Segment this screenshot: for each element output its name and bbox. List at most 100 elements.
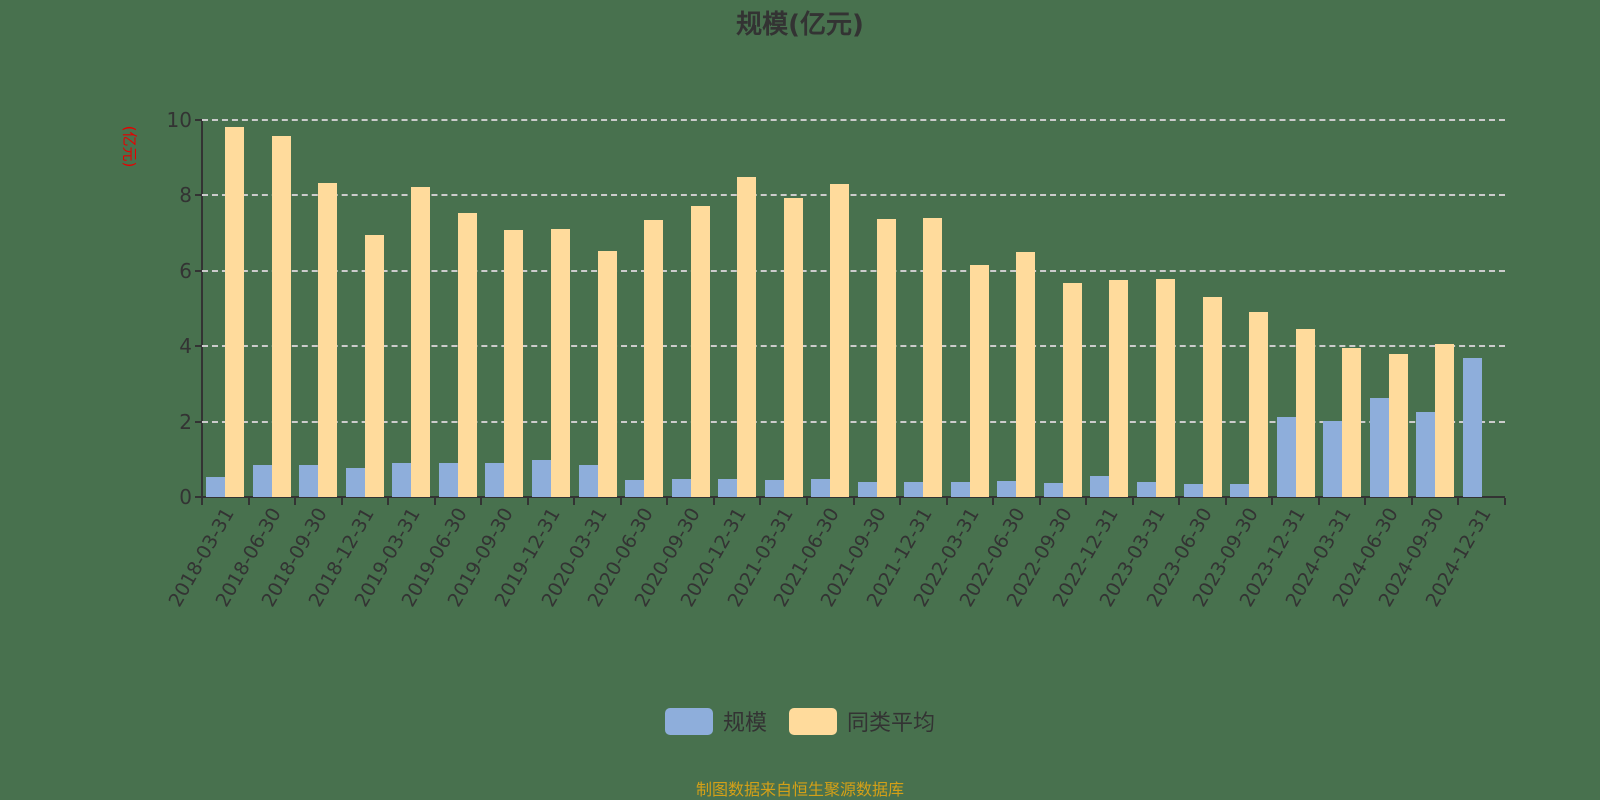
bar-scale[interactable]: [392, 463, 412, 497]
bar-peer-average[interactable]: [830, 184, 850, 497]
x-tick: [805, 498, 808, 505]
y-tick: [195, 345, 202, 348]
x-tick: [1271, 498, 1274, 505]
bar-peer-average[interactable]: [318, 182, 338, 497]
bar-peer-average[interactable]: [1342, 347, 1362, 497]
bar-scale[interactable]: [1090, 476, 1110, 497]
gridline: [202, 420, 1505, 423]
bar-scale[interactable]: [718, 479, 738, 497]
bar-scale[interactable]: [1323, 421, 1343, 497]
y-tick-label: 6: [179, 258, 192, 283]
bar-scale[interactable]: [345, 468, 365, 497]
bar-peer-average[interactable]: [411, 187, 431, 497]
y-tick: [195, 420, 202, 423]
bar-scale[interactable]: [485, 463, 505, 497]
bar-scale[interactable]: [811, 479, 831, 497]
bar-scale[interactable]: [1183, 484, 1203, 497]
x-tick: [1178, 498, 1181, 505]
x-tick: [992, 498, 995, 505]
bar-peer-average[interactable]: [690, 205, 710, 497]
bar-peer-average[interactable]: [1295, 328, 1315, 497]
bar-peer-average[interactable]: [644, 219, 664, 497]
x-tick: [1317, 498, 1320, 505]
bar-peer-average[interactable]: [1016, 251, 1036, 497]
x-tick: [387, 498, 390, 505]
y-tick: [195, 269, 202, 272]
x-tick: [480, 498, 483, 505]
y-tick: [195, 119, 202, 121]
bar-scale[interactable]: [1462, 357, 1482, 497]
x-axis-line: [202, 496, 1505, 498]
x-tick: [666, 498, 669, 505]
y-tick-label: 10: [166, 108, 192, 132]
plot-area: 0 2 4 6 8 10 2018-03-31 2018-06-30 2018-09-30 201…: [165, 108, 1506, 611]
x-tick: [573, 498, 576, 505]
bar-peer-average[interactable]: [923, 217, 943, 497]
bar-scale[interactable]: [1369, 398, 1389, 497]
y-tick-label: 2: [179, 409, 192, 434]
bar-scale[interactable]: [997, 481, 1017, 497]
legend: 规模 同类平均: [0, 705, 1600, 737]
x-tick: [852, 498, 855, 505]
bar-scale[interactable]: [1043, 483, 1063, 497]
x-tick: [1364, 498, 1367, 505]
bar-scale[interactable]: [1230, 484, 1250, 497]
gridline: [202, 119, 1505, 121]
bar-peer-average[interactable]: [457, 213, 477, 497]
legend-item-scale[interactable]: 规模: [664, 705, 767, 737]
source-note: 制图数据来自恒生聚源数据库: [695, 780, 904, 799]
legend-label-peer-average: 同类平均: [847, 711, 936, 736]
x-tick: [340, 498, 343, 505]
bar-peer-average[interactable]: [551, 228, 571, 497]
legend-swatch-scale: [664, 707, 713, 735]
x-tick: [433, 498, 436, 505]
bar-peer-average[interactable]: [1388, 353, 1408, 497]
bar-peer-average[interactable]: [1202, 296, 1222, 497]
bar-scale[interactable]: [950, 482, 970, 497]
bar-peer-average[interactable]: [504, 229, 524, 497]
bar-peer-average[interactable]: [969, 264, 989, 497]
legend-swatch-peer-average: [789, 707, 837, 735]
x-tick: [247, 498, 250, 505]
bar-scale[interactable]: [438, 463, 458, 497]
bar-peer-average[interactable]: [364, 234, 384, 497]
bar-scale[interactable]: [1136, 482, 1156, 497]
bar-scale[interactable]: [578, 465, 598, 497]
x-tick: [294, 498, 297, 505]
bar-scale[interactable]: [1276, 417, 1296, 497]
bar-scale[interactable]: [904, 481, 924, 497]
legend-label-scale: 规模: [722, 711, 767, 736]
bar-scale[interactable]: [252, 465, 272, 497]
bar-peer-average[interactable]: [225, 127, 245, 497]
x-tick: [945, 498, 948, 505]
x-tick: [899, 498, 902, 505]
bar-scale[interactable]: [764, 480, 784, 497]
bar-peer-average[interactable]: [783, 198, 803, 497]
x-tick: [1410, 498, 1413, 505]
bar-scale[interactable]: [206, 477, 226, 497]
y-tick: [195, 496, 202, 498]
bar-scale[interactable]: [299, 465, 319, 497]
bar-peer-average[interactable]: [271, 136, 291, 497]
bar-peer-average[interactable]: [1109, 279, 1129, 497]
y-tick: [195, 194, 202, 197]
bar-scale[interactable]: [1416, 412, 1436, 497]
x-tick: [1131, 498, 1134, 505]
gridline: [202, 345, 1505, 348]
legend-item-peer-average[interactable]: 同类平均: [789, 705, 935, 737]
bar-scale[interactable]: [532, 460, 552, 497]
bar-peer-average[interactable]: [597, 250, 617, 497]
bar-scale[interactable]: [857, 481, 877, 497]
bar-peer-average[interactable]: [1155, 278, 1175, 497]
x-tick: [201, 498, 203, 505]
bar-peer-average[interactable]: [1435, 343, 1455, 497]
bar-peer-average[interactable]: [737, 176, 757, 497]
gridline: [202, 269, 1505, 272]
bar-peer-average[interactable]: [876, 218, 896, 497]
bar-scale[interactable]: [625, 480, 645, 497]
bar-peer-average[interactable]: [1249, 311, 1269, 497]
bar-peer-average[interactable]: [1062, 282, 1082, 497]
bar-scale[interactable]: [671, 479, 691, 497]
y-tick-label: 4: [179, 334, 192, 359]
y-axis-line: [201, 120, 203, 497]
